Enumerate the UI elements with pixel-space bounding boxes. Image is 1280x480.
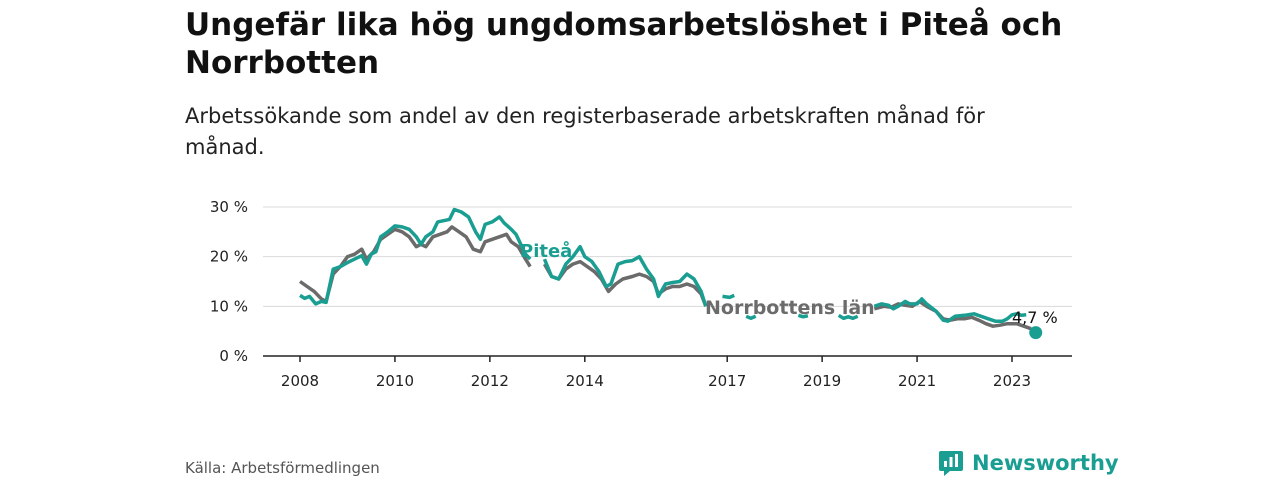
x-tick-label: 2012 [471,372,509,390]
series-label-norrbotten: Norrbottens län [705,297,875,319]
series-labels: Piteå Norrbottens län 4,7 % [520,240,1058,327]
series-line-pitea [722,293,735,300]
source-note: Källa: Arbetsförmedlingen [185,459,380,477]
x-tick-label: 2023 [993,372,1031,390]
x-tick-label: 2014 [566,372,604,390]
series-line-pitea [797,313,809,319]
end-point-marker [1029,326,1043,340]
y-tick-label: 10 % [210,297,248,315]
series-line-pitea [299,207,532,306]
chart-subtitle: Arbetssökande som andel av den registerb… [185,104,985,159]
series-layer [298,207,1043,340]
x-tick-label: 2017 [708,372,746,390]
series-label-pitea: Piteå [520,240,572,262]
y-tick-label: 0 % [219,347,248,365]
newsworthy-logo-icon [939,451,963,476]
x-axis: 2008 2010 2012 2014 2017 2019 2021 2023 [263,355,1072,390]
x-tick-label: 2019 [803,372,841,390]
x-tick-label: 2010 [376,372,414,390]
series-line-pitea [837,313,859,321]
brand-name: Newsworthy [972,451,1119,475]
series-line-pitea [873,297,1027,323]
end-value-label: 4,7 % [1012,308,1058,327]
chart-title: Ungefär lika hög ungdomsarbetslöshet i P… [185,7,1063,81]
x-tick-label: 2021 [898,372,936,390]
y-tick-label: 20 % [210,248,248,266]
series-line-norrbotten [542,259,708,307]
brand-logo: Newsworthy [938,449,1119,477]
series-line-pitea [745,314,757,321]
x-tick-label: 2008 [281,372,319,390]
series-line-pitea [542,244,708,307]
y-axis-ticks: 0 % 10 % 20 % 30 % [210,198,248,365]
y-tick-label: 30 % [210,198,248,216]
gridlines [263,206,1072,307]
